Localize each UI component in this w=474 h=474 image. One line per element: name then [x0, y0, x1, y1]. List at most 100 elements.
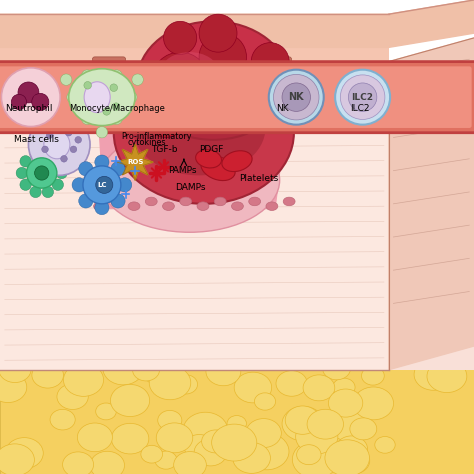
Circle shape — [11, 94, 27, 109]
Circle shape — [52, 155, 64, 167]
Circle shape — [30, 148, 41, 160]
Polygon shape — [95, 62, 294, 209]
Circle shape — [42, 186, 54, 198]
Circle shape — [199, 14, 237, 52]
Ellipse shape — [0, 444, 35, 474]
FancyBboxPatch shape — [0, 62, 474, 133]
Bar — [0, 52, 389, 370]
Ellipse shape — [267, 99, 277, 106]
Ellipse shape — [84, 82, 110, 113]
Circle shape — [20, 179, 31, 191]
Circle shape — [164, 21, 197, 55]
Ellipse shape — [249, 197, 261, 206]
Ellipse shape — [32, 362, 64, 388]
Circle shape — [228, 95, 265, 133]
Ellipse shape — [114, 62, 294, 204]
Ellipse shape — [280, 82, 290, 89]
Circle shape — [112, 103, 120, 110]
Ellipse shape — [307, 409, 344, 439]
Circle shape — [42, 146, 48, 153]
Circle shape — [20, 155, 31, 167]
Ellipse shape — [128, 202, 140, 210]
Circle shape — [118, 178, 132, 192]
Circle shape — [67, 91, 78, 103]
Ellipse shape — [146, 99, 156, 106]
Ellipse shape — [375, 437, 395, 453]
Text: TGF-b: TGF-b — [151, 145, 177, 154]
Text: Neutrophil: Neutrophil — [5, 104, 52, 113]
Circle shape — [199, 33, 246, 81]
Circle shape — [51, 122, 58, 129]
Circle shape — [46, 132, 53, 138]
Ellipse shape — [90, 451, 125, 474]
Ellipse shape — [103, 352, 144, 385]
Ellipse shape — [297, 445, 321, 465]
Ellipse shape — [133, 359, 160, 381]
Ellipse shape — [254, 82, 264, 89]
Circle shape — [126, 91, 137, 103]
Ellipse shape — [107, 115, 118, 122]
Ellipse shape — [155, 451, 177, 469]
Ellipse shape — [255, 393, 275, 410]
Circle shape — [35, 166, 49, 180]
Ellipse shape — [63, 452, 93, 474]
Ellipse shape — [292, 99, 303, 106]
Text: ILC2: ILC2 — [352, 93, 374, 101]
Circle shape — [32, 93, 49, 110]
Ellipse shape — [107, 82, 118, 89]
Circle shape — [251, 43, 289, 81]
Text: Pro-inflammatory: Pro-inflammatory — [121, 132, 191, 141]
Ellipse shape — [267, 115, 277, 122]
Ellipse shape — [214, 197, 226, 206]
Circle shape — [18, 82, 39, 103]
Ellipse shape — [120, 99, 130, 106]
Ellipse shape — [133, 99, 143, 106]
Ellipse shape — [267, 82, 277, 89]
Bar — [0, 14, 389, 76]
Ellipse shape — [0, 372, 27, 402]
Ellipse shape — [337, 447, 370, 474]
Circle shape — [79, 162, 93, 176]
Circle shape — [1, 68, 60, 127]
Ellipse shape — [173, 452, 206, 474]
Circle shape — [132, 74, 143, 85]
Ellipse shape — [77, 423, 112, 452]
Circle shape — [348, 83, 377, 111]
Ellipse shape — [161, 52, 218, 90]
Ellipse shape — [69, 69, 135, 126]
Circle shape — [70, 146, 77, 153]
Polygon shape — [389, 38, 474, 370]
Circle shape — [65, 129, 72, 136]
Ellipse shape — [292, 82, 303, 89]
Ellipse shape — [241, 99, 252, 106]
Ellipse shape — [354, 387, 393, 420]
Ellipse shape — [201, 430, 230, 453]
Text: PDGF: PDGF — [199, 145, 223, 154]
Ellipse shape — [227, 416, 246, 431]
Ellipse shape — [174, 375, 198, 394]
Text: Monocyte/Macrophage: Monocyte/Macrophage — [69, 104, 164, 113]
Ellipse shape — [133, 115, 143, 122]
Ellipse shape — [336, 436, 367, 462]
Circle shape — [111, 113, 122, 125]
Ellipse shape — [94, 82, 105, 89]
Circle shape — [82, 70, 93, 81]
Circle shape — [111, 99, 123, 110]
FancyBboxPatch shape — [258, 57, 292, 78]
Circle shape — [27, 158, 57, 188]
Ellipse shape — [50, 410, 75, 430]
Text: DAMPs: DAMPs — [175, 182, 206, 191]
Circle shape — [79, 194, 93, 208]
Text: ROS: ROS — [127, 159, 143, 165]
Ellipse shape — [241, 82, 252, 89]
Ellipse shape — [296, 419, 338, 454]
Ellipse shape — [100, 128, 280, 232]
Circle shape — [232, 62, 280, 109]
Ellipse shape — [0, 356, 31, 383]
Circle shape — [340, 75, 385, 119]
Circle shape — [152, 52, 209, 109]
Ellipse shape — [120, 82, 130, 89]
Ellipse shape — [184, 435, 214, 459]
Text: NK: NK — [276, 104, 288, 113]
Circle shape — [72, 178, 86, 192]
